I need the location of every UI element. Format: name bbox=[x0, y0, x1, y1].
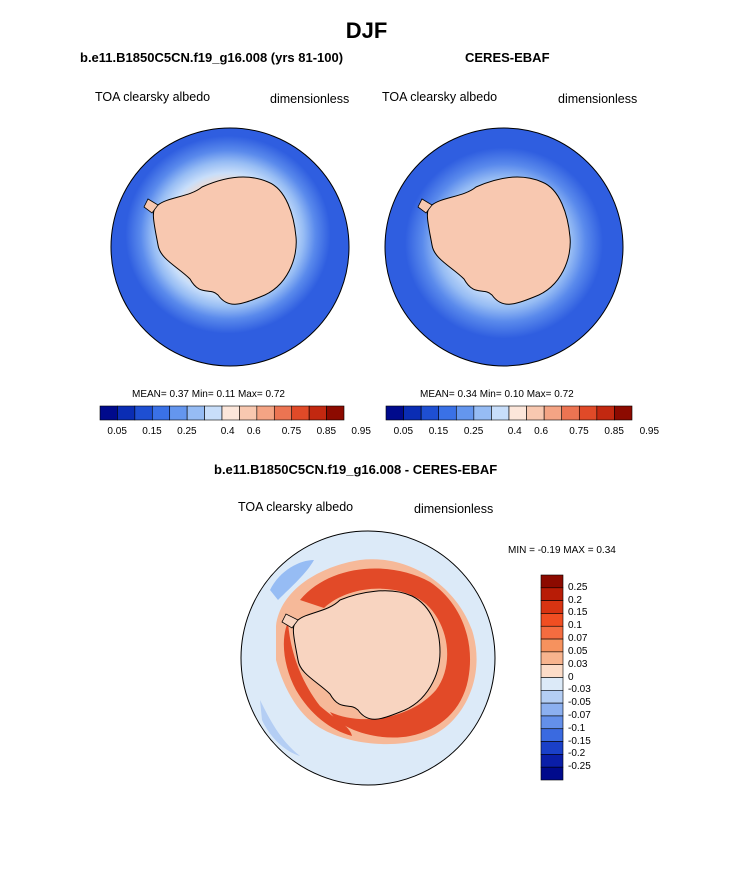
colorbar-swatch bbox=[540, 613, 564, 627]
colorbar-swatch bbox=[578, 405, 598, 421]
panel-obs-units-label: dimensionless bbox=[558, 92, 638, 106]
panel-model-units-label: dimensionless bbox=[270, 92, 350, 106]
colorbar-swatch bbox=[491, 405, 510, 421]
colorbar-swatch bbox=[326, 405, 345, 421]
colorbar-swatch bbox=[540, 702, 564, 717]
colorbar-swatch bbox=[540, 664, 564, 678]
colorbar-swatch bbox=[420, 405, 440, 421]
colorbar-tick-label: 0.05 bbox=[107, 426, 127, 437]
colorbar-tick-label: 0.75 bbox=[569, 426, 589, 437]
colorbar-swatch bbox=[596, 405, 615, 421]
colorbar-tick-label: -0.2 bbox=[568, 748, 586, 760]
colorbar-swatch bbox=[508, 405, 527, 421]
colorbar-swatch bbox=[540, 600, 564, 614]
colorbar-swatch bbox=[117, 405, 136, 421]
panel-diff-units-label: dimensionless bbox=[414, 502, 494, 516]
colorbar-tick-label: -0.25 bbox=[568, 761, 591, 773]
colorbar-swatch bbox=[614, 405, 633, 421]
colorbar-model bbox=[99, 405, 345, 421]
colorbar-swatch bbox=[540, 574, 564, 589]
colorbar-swatch bbox=[204, 405, 223, 421]
map-obs bbox=[384, 127, 624, 367]
colorbar-tick-label: -0.05 bbox=[568, 697, 591, 709]
colorbar-tick-label: 0.15 bbox=[568, 607, 588, 619]
colorbar-tick-label: 0.25 bbox=[463, 426, 484, 437]
colorbar-swatch bbox=[473, 405, 492, 421]
colorbar-tick-label: 0.95 bbox=[351, 426, 371, 437]
colorbar-obs bbox=[385, 405, 633, 421]
colorbar-tick-label: 0.95 bbox=[639, 426, 660, 437]
colorbar-tick-label: -0.15 bbox=[568, 735, 591, 747]
colorbar-tick-label: 0.25 bbox=[177, 426, 197, 437]
colorbar-tick-label: -0.07 bbox=[568, 709, 591, 721]
colorbar-tick-label: 0.05 bbox=[393, 426, 414, 437]
colorbar-tick-label: 0.07 bbox=[568, 633, 588, 645]
colorbar-swatch bbox=[561, 405, 580, 421]
colorbar-swatch bbox=[540, 715, 564, 730]
colorbar-swatch bbox=[540, 625, 564, 640]
colorbar-swatch bbox=[308, 405, 327, 421]
colorbar-swatch bbox=[540, 754, 564, 768]
colorbar-tick-label: 0 bbox=[568, 671, 574, 683]
colorbar-swatch bbox=[540, 638, 564, 653]
colorbar-swatch bbox=[134, 405, 153, 421]
colorbar-tick-label: 0.15 bbox=[142, 426, 162, 437]
colorbar-tick-label: 0.6 bbox=[534, 426, 549, 437]
panel-model-title: b.e11.B1850C5CN.f19_g16.008 (yrs 81-100) bbox=[80, 50, 344, 65]
antarctica-landmass bbox=[152, 176, 297, 305]
colorbar-swatch bbox=[169, 405, 188, 421]
colorbar-diff bbox=[540, 574, 564, 781]
colorbar-tick-label: 0.15 bbox=[428, 426, 449, 437]
panel-diff-variable-label: TOA clearsky albedo bbox=[238, 500, 354, 514]
panel-model-variable-label: TOA clearsky albedo bbox=[95, 90, 211, 104]
colorbar-swatch bbox=[403, 405, 422, 421]
colorbar-swatch bbox=[99, 405, 118, 421]
colorbar-tick-label: 0.4 bbox=[507, 426, 522, 437]
colorbar-tick-label: 0.1 bbox=[568, 620, 582, 632]
colorbar-swatch bbox=[540, 766, 564, 781]
panel-diff-title: b.e11.B1850C5CN.f19_g16.008 - CERES-EBAF bbox=[214, 462, 498, 477]
colorbar-swatch bbox=[540, 741, 564, 755]
map-diff bbox=[240, 530, 496, 786]
panel-obs-title: CERES-EBAF bbox=[465, 50, 550, 65]
colorbar-swatch bbox=[540, 690, 564, 704]
antarctica-landmass bbox=[292, 590, 441, 720]
colorbar-tick-label: 0.2 bbox=[568, 594, 582, 606]
colorbar-tick-label: 0.03 bbox=[568, 658, 588, 670]
panel-obs-variable-label: TOA clearsky albedo bbox=[382, 90, 498, 104]
map-model bbox=[110, 127, 350, 367]
colorbar-swatch bbox=[455, 405, 475, 421]
colorbar-swatch bbox=[239, 405, 258, 421]
colorbar-swatch bbox=[256, 405, 275, 421]
panel-model-stats: MEAN= 0.37 Min= 0.11 Max= 0.72 bbox=[132, 389, 285, 400]
antarctica-landmass bbox=[426, 176, 571, 305]
colorbar-tick-label: -0.1 bbox=[568, 722, 586, 734]
colorbar-swatch bbox=[273, 405, 293, 421]
colorbar-swatch bbox=[221, 405, 240, 421]
colorbar-tick-label: 0.6 bbox=[246, 426, 261, 437]
colorbar-swatch bbox=[540, 651, 564, 665]
panel-diff-stats: MIN = -0.19 MAX = 0.34 bbox=[508, 545, 616, 556]
colorbar-swatch bbox=[540, 728, 564, 742]
colorbar-swatch bbox=[526, 405, 545, 421]
colorbar-tick-label: 0.4 bbox=[220, 426, 235, 437]
panel-obs-stats: MEAN= 0.34 Min= 0.10 Max= 0.72 bbox=[420, 389, 574, 400]
colorbar-swatch bbox=[291, 405, 310, 421]
colorbar-swatch bbox=[540, 677, 564, 691]
colorbar-swatch bbox=[540, 587, 564, 601]
colorbar-tick-label: 0.05 bbox=[568, 645, 588, 657]
colorbar-swatch bbox=[438, 405, 457, 421]
colorbar-swatch bbox=[186, 405, 205, 421]
colorbar-tick-label: 0.85 bbox=[604, 426, 624, 437]
colorbar-swatch bbox=[385, 405, 404, 421]
colorbar-tick-label: 0.85 bbox=[316, 426, 337, 437]
colorbar-swatch bbox=[151, 405, 171, 421]
colorbar-tick-label: -0.03 bbox=[568, 684, 591, 696]
colorbar-tick-label: 0.75 bbox=[281, 426, 302, 437]
colorbar-tick-label: 0.25 bbox=[568, 581, 588, 593]
colorbar-swatch bbox=[543, 405, 563, 421]
figure-title: DJF bbox=[345, 18, 388, 43]
